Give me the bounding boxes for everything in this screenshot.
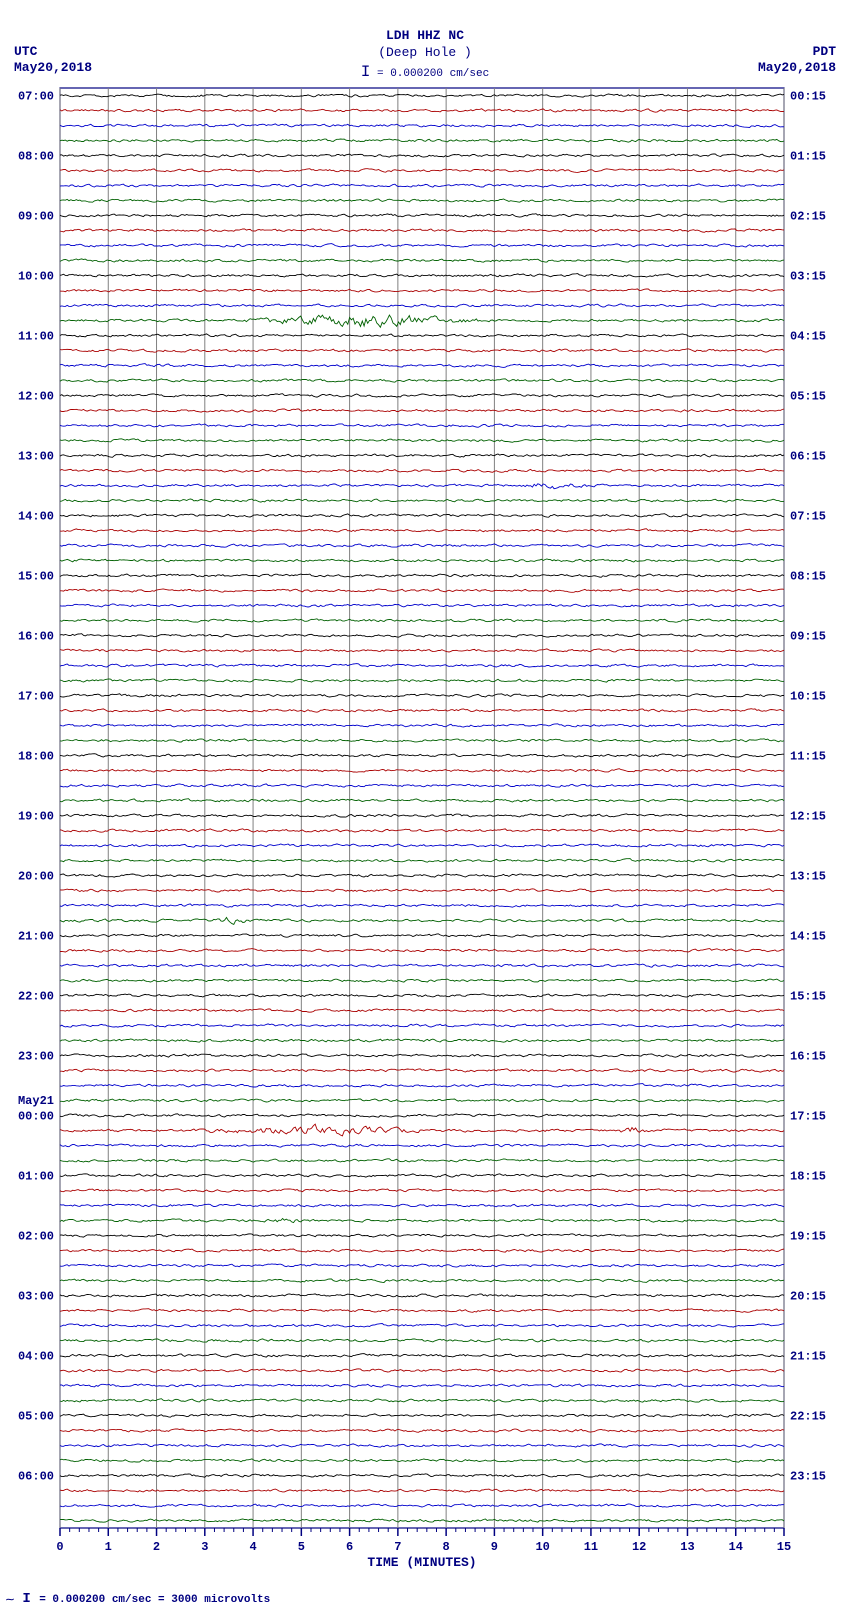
svg-text:04:00: 04:00 — [18, 1350, 54, 1364]
svg-text:6: 6 — [346, 1540, 353, 1554]
svg-text:08:00: 08:00 — [18, 150, 54, 164]
svg-text:17:15: 17:15 — [790, 1110, 826, 1124]
svg-text:09:00: 09:00 — [18, 210, 54, 224]
svg-text:8: 8 — [443, 1540, 450, 1554]
svg-text:13:15: 13:15 — [790, 870, 826, 884]
svg-text:12: 12 — [632, 1540, 646, 1554]
svg-text:23:00: 23:00 — [18, 1050, 54, 1064]
svg-text:03:00: 03:00 — [18, 1290, 54, 1304]
seismogram-chart: LDH HHZ NC (Deep Hole ) I = 0.000200 cm/… — [0, 0, 850, 1613]
svg-text:10: 10 — [535, 1540, 549, 1554]
station-location: (Deep Hole ) — [0, 45, 850, 62]
svg-text:13: 13 — [680, 1540, 694, 1554]
svg-text:05:00: 05:00 — [18, 1410, 54, 1424]
right-date: May20,2018 — [758, 60, 836, 76]
svg-text:21:15: 21:15 — [790, 1350, 826, 1364]
right-timezone: PDT — [758, 44, 836, 60]
scale-legend: I = 0.000200 cm/sec — [0, 62, 850, 83]
svg-text:00:00: 00:00 — [18, 1110, 54, 1124]
svg-text:23:15: 23:15 — [790, 1470, 826, 1484]
station-code: LDH HHZ NC — [0, 28, 850, 45]
svg-text:7: 7 — [394, 1540, 401, 1554]
svg-text:5: 5 — [298, 1540, 305, 1554]
title-block: LDH HHZ NC (Deep Hole ) I = 0.000200 cm/… — [0, 0, 850, 83]
svg-text:13:00: 13:00 — [18, 450, 54, 464]
svg-text:4: 4 — [249, 1540, 256, 1554]
svg-text:18:00: 18:00 — [18, 750, 54, 764]
svg-text:01:15: 01:15 — [790, 150, 826, 164]
svg-text:08:15: 08:15 — [790, 570, 826, 584]
svg-text:14: 14 — [729, 1540, 743, 1554]
svg-text:TIME (MINUTES): TIME (MINUTES) — [367, 1555, 476, 1570]
svg-text:20:00: 20:00 — [18, 870, 54, 884]
svg-text:00:15: 00:15 — [790, 90, 826, 104]
svg-text:15:00: 15:00 — [18, 570, 54, 584]
svg-text:11:00: 11:00 — [18, 330, 54, 344]
svg-text:07:00: 07:00 — [18, 90, 54, 104]
svg-text:01:00: 01:00 — [18, 1170, 54, 1184]
svg-text:10:00: 10:00 — [18, 270, 54, 284]
svg-text:21:00: 21:00 — [18, 930, 54, 944]
svg-text:22:00: 22:00 — [18, 990, 54, 1004]
svg-text:12:15: 12:15 — [790, 810, 826, 824]
svg-text:17:00: 17:00 — [18, 690, 54, 704]
svg-text:09:15: 09:15 — [790, 630, 826, 644]
svg-text:19:00: 19:00 — [18, 810, 54, 824]
svg-text:0: 0 — [56, 1540, 63, 1554]
svg-text:16:15: 16:15 — [790, 1050, 826, 1064]
svg-text:02:15: 02:15 — [790, 210, 826, 224]
svg-text:06:00: 06:00 — [18, 1470, 54, 1484]
svg-text:1: 1 — [105, 1540, 112, 1554]
svg-text:14:00: 14:00 — [18, 510, 54, 524]
svg-text:3: 3 — [201, 1540, 208, 1554]
footer-scale-note: ⁓ I = 0.000200 cm/sec = 3000 microvolts — [6, 1591, 270, 1607]
left-timezone: UTC — [14, 44, 92, 60]
svg-text:04:15: 04:15 — [790, 330, 826, 344]
svg-text:2: 2 — [153, 1540, 160, 1554]
svg-text:11:15: 11:15 — [790, 750, 826, 764]
svg-text:12:00: 12:00 — [18, 390, 54, 404]
svg-text:02:00: 02:00 — [18, 1230, 54, 1244]
top-right-label: PDT May20,2018 — [758, 44, 836, 75]
svg-text:03:15: 03:15 — [790, 270, 826, 284]
svg-text:18:15: 18:15 — [790, 1170, 826, 1184]
top-left-label: UTC May20,2018 — [14, 44, 92, 75]
svg-text:9: 9 — [491, 1540, 498, 1554]
left-date: May20,2018 — [14, 60, 92, 76]
helicorder-plot: 0123456789101112131415TIME (MINUTES)07:0… — [0, 84, 850, 1574]
svg-text:07:15: 07:15 — [790, 510, 826, 524]
svg-text:11: 11 — [584, 1540, 598, 1554]
svg-text:14:15: 14:15 — [790, 930, 826, 944]
svg-text:19:15: 19:15 — [790, 1230, 826, 1244]
svg-text:15: 15 — [777, 1540, 791, 1554]
svg-text:10:15: 10:15 — [790, 690, 826, 704]
svg-text:05:15: 05:15 — [790, 390, 826, 404]
svg-text:15:15: 15:15 — [790, 990, 826, 1004]
svg-text:06:15: 06:15 — [790, 450, 826, 464]
svg-text:16:00: 16:00 — [18, 630, 54, 644]
svg-text:20:15: 20:15 — [790, 1290, 826, 1304]
svg-text:22:15: 22:15 — [790, 1410, 826, 1424]
svg-text:May21: May21 — [18, 1094, 54, 1108]
